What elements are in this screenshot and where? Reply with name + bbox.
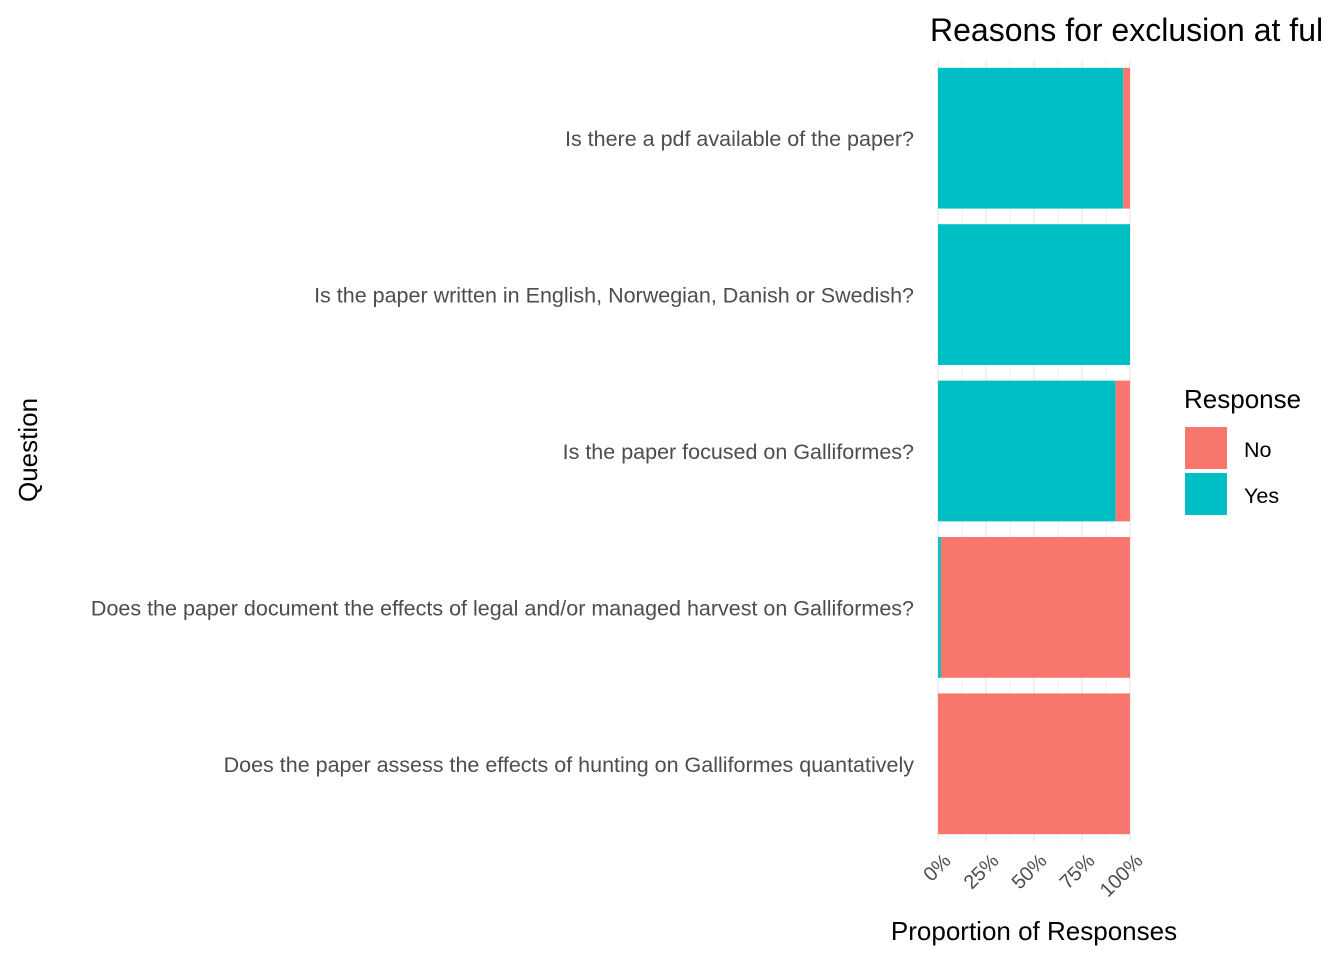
- y-tick-label: Is the paper focused on Galliformes?: [563, 440, 914, 464]
- bar-segment-no: [1123, 67, 1130, 209]
- x-tick-label: 0%: [920, 850, 956, 886]
- y-tick-label: Does the paper assess the effects of hun…: [224, 753, 915, 777]
- legend-label-no: No: [1244, 438, 1272, 462]
- bar-segment-yes: [938, 537, 941, 678]
- x-axis-title: Proportion of Responses: [891, 916, 1177, 946]
- legend-label-yes: Yes: [1244, 484, 1279, 508]
- y-axis-title: Question: [13, 398, 43, 502]
- bar-segment-yes: [938, 67, 1124, 209]
- bar-segment-no: [940, 537, 1130, 678]
- legend: Response No Yes: [1184, 384, 1301, 515]
- legend-swatch-yes: [1185, 473, 1227, 515]
- bar-segment-yes: [938, 380, 1116, 522]
- x-tick-label: 25%: [960, 850, 1004, 894]
- y-tick-label: Does the paper document the effects of l…: [91, 596, 914, 620]
- bar-segment-no: [1115, 380, 1130, 522]
- legend-swatch-no: [1185, 427, 1227, 469]
- bar-layer: [938, 67, 1130, 835]
- bar-segment-no: [938, 693, 1130, 835]
- x-tick-label: 100%: [1096, 850, 1148, 902]
- x-tick-label: 75%: [1056, 850, 1100, 894]
- chart-title: Reasons for exclusion at ful: [930, 12, 1323, 48]
- bar-segment-yes: [938, 224, 1130, 365]
- x-tick-label: 50%: [1008, 850, 1052, 894]
- y-tick-label: Is there a pdf available of the paper?: [565, 127, 914, 151]
- y-tick-label: Is the paper written in English, Norwegi…: [314, 284, 914, 308]
- legend-title: Response: [1184, 384, 1301, 414]
